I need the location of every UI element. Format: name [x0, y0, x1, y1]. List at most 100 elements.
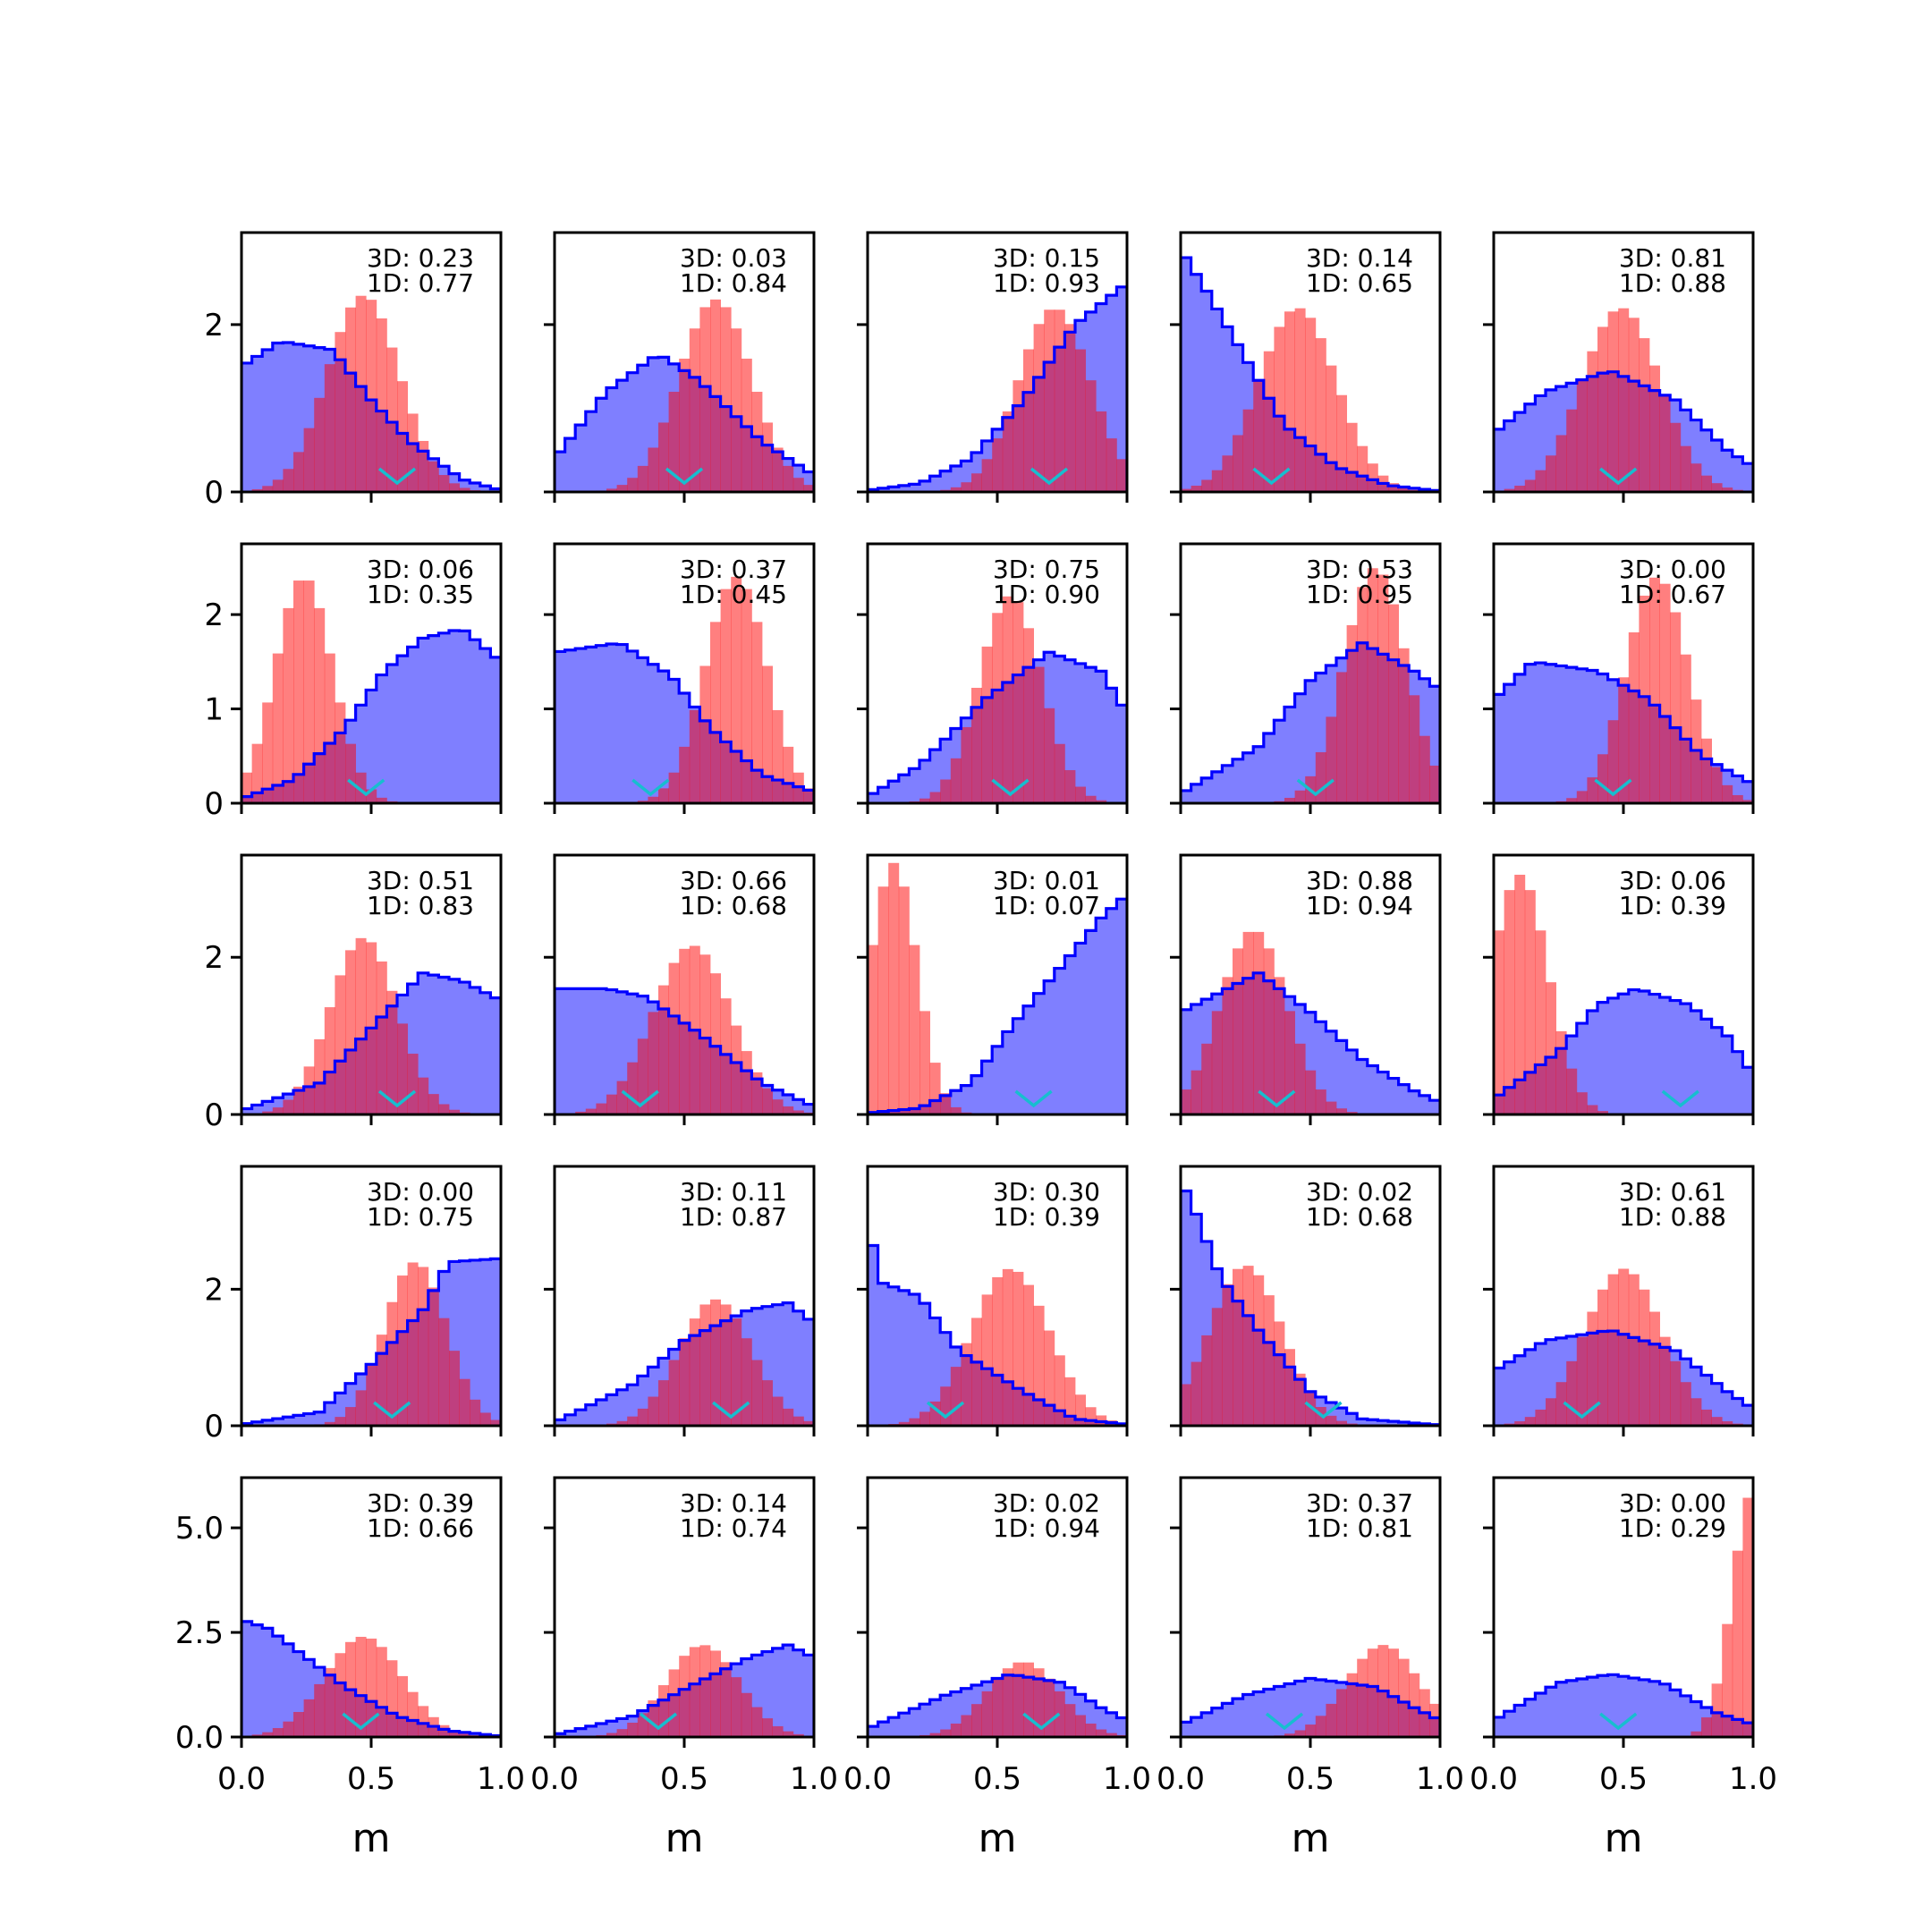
red-bar [1711, 483, 1723, 492]
red-bar [1263, 351, 1275, 492]
red-bar [961, 1343, 972, 1426]
red-bar [251, 743, 263, 803]
red-bar [1670, 422, 1682, 492]
label-1d: 1D: 0.68 [1306, 1202, 1413, 1232]
red-bar [366, 1638, 377, 1737]
plot-area [1181, 256, 1440, 492]
marker-v [665, 467, 704, 486]
red-bar [1044, 1330, 1055, 1426]
red-bar [1106, 438, 1117, 492]
red-bar [762, 422, 773, 492]
red-bar [783, 465, 794, 492]
red-bar [1618, 677, 1630, 803]
red-bar [710, 1650, 721, 1737]
red-bar [386, 1660, 398, 1737]
red-bar [1690, 463, 1702, 492]
red-bar [637, 465, 648, 492]
red-bar [637, 1038, 648, 1114]
red-bar [898, 886, 910, 1114]
red-bar [324, 1007, 335, 1114]
red-bar [1711, 1683, 1723, 1737]
red-bar [355, 937, 367, 1114]
red-bar [1233, 1268, 1243, 1426]
red-bar [981, 459, 993, 492]
red-bar [1315, 1716, 1326, 1737]
plot-area [555, 299, 814, 492]
label-3d: 3D: 0.00 [1619, 1488, 1726, 1518]
x-tick-label: 0.0 [1470, 1761, 1518, 1797]
red-bar [679, 746, 691, 803]
label-3d: 3D: 0.37 [1306, 1488, 1413, 1518]
x-tick-label: 0.0 [843, 1761, 892, 1797]
red-bar [397, 1275, 408, 1426]
red-bar [1357, 1658, 1368, 1737]
red-bar [741, 589, 752, 803]
red-bar [971, 1704, 982, 1737]
red-bar [1085, 380, 1097, 492]
red-bar [1649, 1311, 1660, 1426]
red-bar [1044, 1678, 1055, 1737]
red-bar [762, 1380, 773, 1426]
red-bar [1274, 326, 1285, 492]
red-bar [428, 461, 439, 492]
red-bar [658, 1380, 669, 1426]
red-bar [1242, 931, 1254, 1114]
red-bar [459, 1733, 470, 1737]
marker-v [1022, 1712, 1061, 1731]
red-bar [449, 1109, 460, 1114]
red-bar [606, 488, 617, 492]
red-bar [293, 452, 304, 492]
red-bar [1398, 1658, 1410, 1737]
red-bar [283, 1721, 294, 1737]
red-bar [1054, 309, 1065, 492]
red-bar [1587, 351, 1598, 492]
red-bar [699, 1304, 711, 1426]
red-bar [1002, 1268, 1013, 1426]
label-3d: 3D: 0.03 [680, 243, 787, 273]
red-bar [1649, 365, 1660, 492]
red-bar [303, 580, 315, 803]
marker-v [1014, 1089, 1053, 1108]
label-1d: 1D: 0.94 [1306, 891, 1413, 920]
red-bar [1033, 1305, 1045, 1426]
red-bar [1002, 596, 1013, 803]
red-bar [1524, 479, 1536, 492]
red-bar [616, 1420, 628, 1426]
red-bar [1242, 409, 1254, 492]
red-bar [1377, 574, 1389, 803]
red-bar [1607, 1274, 1619, 1426]
red-bar [1514, 1420, 1526, 1426]
red-bar [679, 948, 691, 1114]
red-bar [1711, 767, 1723, 803]
blue-histogram-outline [555, 987, 814, 1114]
plot-area [868, 862, 1127, 1114]
red-bar [950, 487, 962, 492]
y-tick-label: 0 [204, 475, 224, 511]
red-bar [1701, 1717, 1712, 1737]
red-bar [1670, 612, 1682, 803]
red-bar [720, 998, 732, 1114]
x-tick-label: 1.0 [477, 1761, 525, 1797]
red-bar [1013, 1662, 1024, 1737]
x-tick-label: 0.0 [217, 1761, 266, 1797]
red-bar [1429, 1703, 1440, 1737]
red-bar [1555, 435, 1567, 492]
red-bar [1336, 1420, 1347, 1426]
red-bar [1546, 455, 1556, 492]
red-bar [1680, 445, 1691, 492]
x-tick-label: 1.0 [1103, 1761, 1151, 1797]
y-tick-label: 0 [204, 786, 224, 822]
red-bar [1013, 380, 1024, 492]
red-bar [314, 397, 326, 492]
red-bar [981, 646, 993, 803]
red-bar [1064, 324, 1076, 492]
label-3d: 3D: 0.39 [367, 1488, 474, 1518]
red-bar [303, 1066, 315, 1114]
